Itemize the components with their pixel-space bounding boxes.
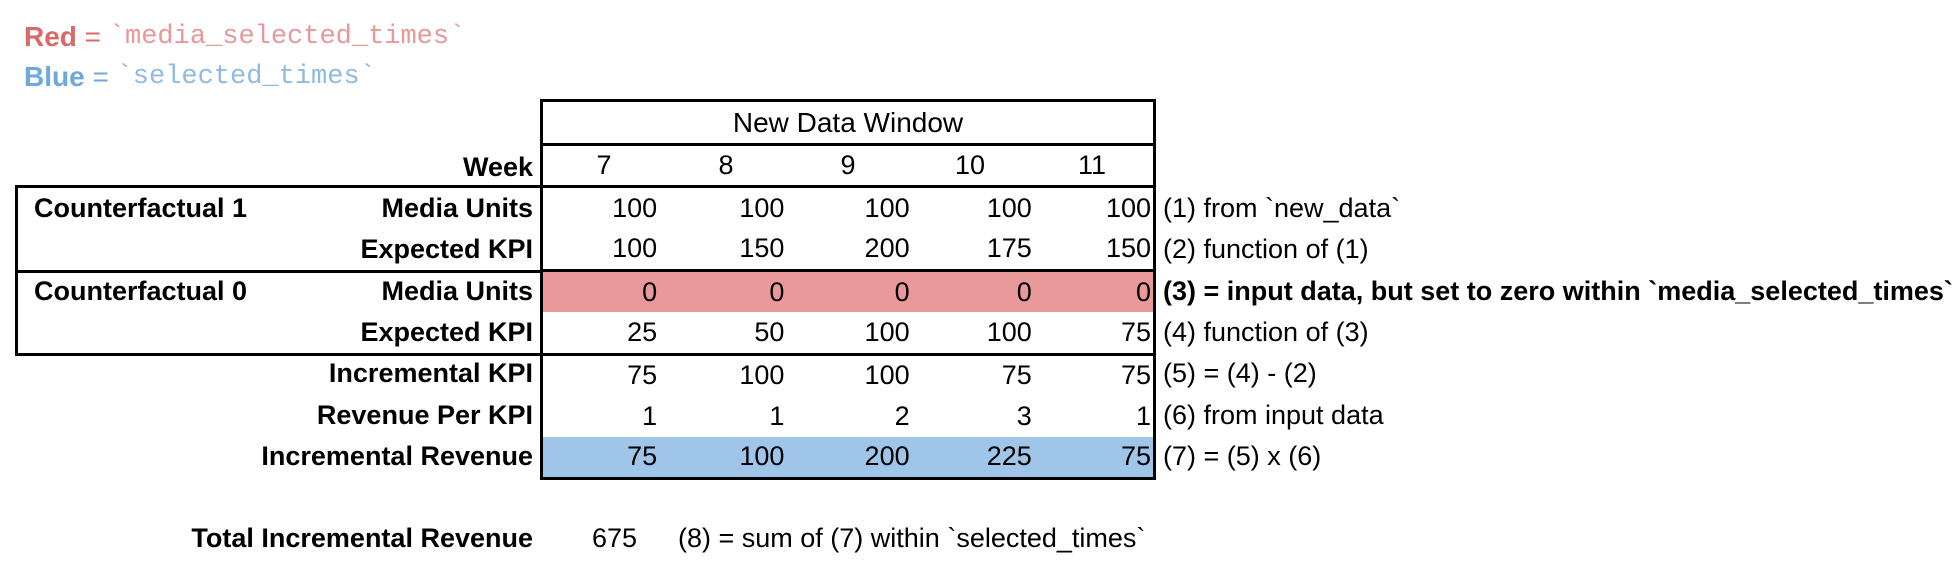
table-row-revenue-per-kpi: 1 1 2 3 1 [543,396,1153,436]
data-cell: 100 [986,316,1032,347]
total-incremental-revenue-label: Total Incremental Revenue [191,522,533,553]
data-cell: 100 [739,441,785,472]
data-cell: 3 [1016,400,1032,431]
table-row-expected-kpi-cf1: 100 150 200 175 150 [543,228,1153,268]
total-annotation: (8) = sum of (7) within `selected_times` [678,522,1146,553]
legend-red-line: Red = `media_selected_times` [24,17,465,57]
legend: Red = `media_selected_times` Blue = `sel… [24,17,465,97]
total-incremental-revenue-value: 675 [591,522,637,553]
legend-red-equals: = [76,21,109,52]
data-cell: 1 [769,400,785,431]
row-label: Expected KPI [360,316,533,347]
data-cell: 100 [612,233,658,264]
data-cell: 0 [642,276,658,307]
row-annotation: (1) from `new_data` [1163,193,1401,224]
counterfactual-1-label: Counterfactual 1 [34,193,248,223]
data-cell: 200 [864,441,910,472]
data-cell: 100 [864,192,910,223]
data-cell: 75 [1001,360,1032,391]
data-cell: 1 [642,400,658,431]
data-cell: 100 [612,192,658,223]
counterfactual-box [15,185,543,356]
row-annotation: (6) from input data [1163,399,1384,430]
data-cell: 75 [627,360,658,391]
legend-red-code: `media_selected_times` [108,22,466,52]
data-cell: 75 [1120,316,1152,347]
week-cell: 11 [1077,150,1107,180]
row-annotation: (3) = input data, but set to zero within… [1163,275,1953,306]
data-cell: 50 [754,316,785,347]
row-annotation: (5) = (4) - (2) [1163,358,1317,389]
row-label: Expected KPI [360,234,533,265]
row-annotation: (2) function of (1) [1163,234,1369,265]
table-row-incremental-revenue-blue: 75 100 200 225 75 [543,436,1153,477]
data-cell: 100 [739,192,785,223]
table-body: 100 100 100 100 100 100 150 200 175 150 … [543,188,1153,477]
data-cell: 1 [1135,400,1152,431]
legend-red-label: Red [24,21,77,52]
data-cell: 225 [986,441,1032,472]
data-cell: 0 [1016,276,1032,307]
week-cell: 10 [954,150,986,180]
data-cell: 0 [894,276,910,307]
row-label: Media Units [381,193,533,224]
row-labels: Media Units Expected KPI Media Units Exp… [0,188,533,477]
counterfactual-0-label: Counterfactual 0 [34,275,248,306]
week-cell: 7 [596,150,612,180]
data-cell: 100 [739,360,785,391]
data-cell: 0 [1135,276,1152,307]
new-data-window-header: New Data Window [543,102,1153,146]
counterfactual-divider [18,270,540,273]
row-label: Revenue Per KPI [316,399,533,430]
data-cell: 2 [894,400,910,431]
legend-blue-line: Blue = `selected_times` [24,57,465,97]
data-cell: 175 [986,233,1032,264]
table-row-media-units-cf0-red: 0 0 0 0 0 [543,268,1153,313]
data-cell: 100 [864,316,910,347]
week-number-row: 7 8 9 10 11 [543,146,1153,188]
row-label: Incremental Revenue [261,440,533,471]
row-annotation: (4) function of (3) [1163,316,1369,347]
data-cell: 100 [1105,192,1152,223]
data-cell: 75 [1120,441,1152,472]
legend-blue-label: Blue [24,61,85,92]
data-cell: 100 [864,360,910,391]
data-table: New Data Window 7 8 9 10 11 100 100 100 … [540,99,1156,480]
table-row-expected-kpi-cf0: 25 50 100 100 75 [543,312,1153,352]
data-cell: 150 [1105,233,1152,264]
data-cell: 25 [627,316,658,347]
table-row-incremental-kpi: 75 100 100 75 75 [543,352,1153,396]
data-cell: 75 [1120,360,1152,391]
data-cell: 75 [627,441,658,472]
data-cell: 200 [864,233,910,264]
legend-blue-code: `selected_times` [116,62,376,92]
row-annotations: (1) from `new_data` (2) function of (1) … [1163,188,1953,477]
data-cell: 150 [739,233,785,264]
table-row-media-units-cf1: 100 100 100 100 100 [543,188,1153,228]
legend-blue-equals: = [84,61,117,92]
data-cell: 100 [986,192,1032,223]
row-annotation: (7) = (5) x (6) [1163,440,1322,471]
row-label: Media Units [381,275,533,306]
week-cell: 8 [718,150,734,180]
data-cell: 0 [769,276,785,307]
week-row-label: Week [462,151,533,182]
row-label: Incremental KPI [328,358,533,389]
week-cell: 9 [840,150,856,180]
